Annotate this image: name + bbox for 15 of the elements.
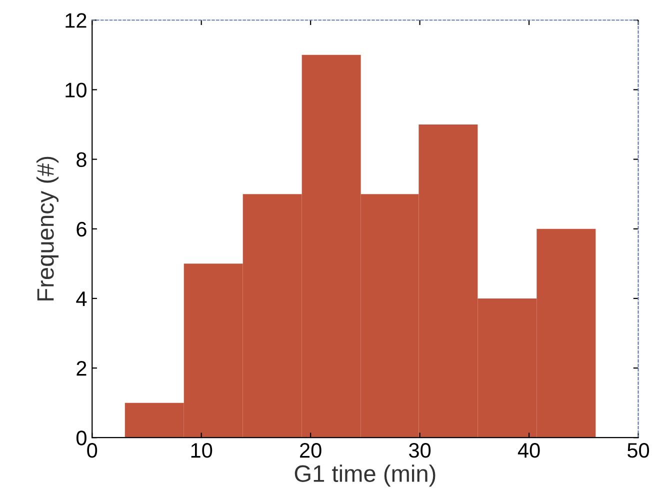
x-tick-label: 50 xyxy=(628,443,650,458)
y-tick-label: 4 xyxy=(76,292,87,306)
x-tick-label: 20 xyxy=(300,443,322,458)
y-tick-label: 2 xyxy=(76,361,86,376)
y-axis-title: Frequency (#) xyxy=(36,156,59,300)
y-tick-label: 8 xyxy=(76,152,86,168)
x-tick-label: 40 xyxy=(518,443,540,458)
x-tick-label: 10 xyxy=(191,443,212,458)
x-tick-label: 0 xyxy=(87,443,98,458)
y-tick-label: 0 xyxy=(76,430,86,446)
x-axis-title: G1 time (min) xyxy=(294,464,436,487)
y-tick-label: 6 xyxy=(76,222,86,237)
y-tick-label: 10 xyxy=(66,82,86,98)
x-tick-label: 30 xyxy=(409,443,431,458)
y-tick-label: 12 xyxy=(66,13,86,28)
